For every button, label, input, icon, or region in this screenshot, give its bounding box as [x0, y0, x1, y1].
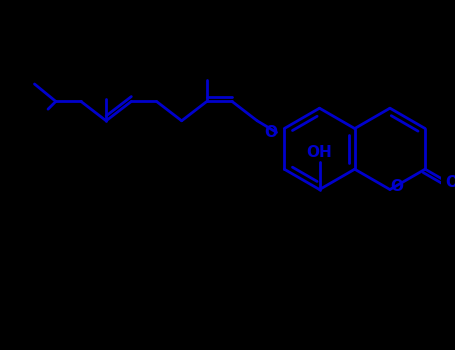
Text: O: O	[264, 125, 277, 140]
Text: OH: OH	[307, 145, 333, 160]
Text: O: O	[445, 175, 455, 190]
Text: O: O	[390, 179, 403, 194]
